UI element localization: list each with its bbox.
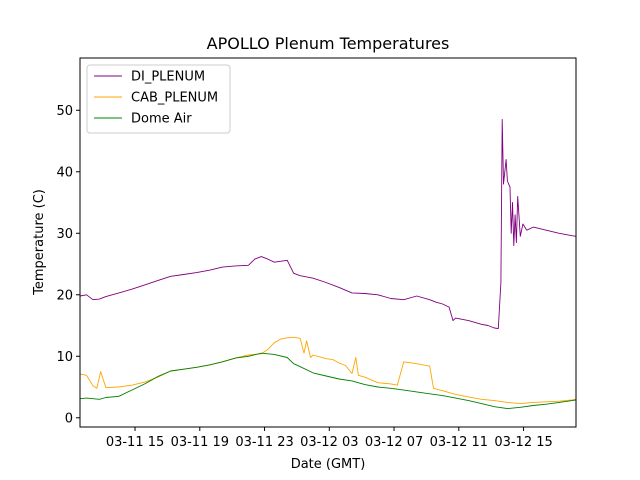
legend-label: Dome Air <box>131 112 192 127</box>
ticks-group: 0 10 20 30 40 50 03-11 15 03-11 19 03-11 23 03-12… <box>56 104 552 450</box>
series-line-cab-plenum <box>80 336 576 405</box>
series-line-dome-air <box>80 352 576 410</box>
legend-label: CAB_PLENUM <box>131 91 218 106</box>
y-tick-label: 10 <box>56 350 73 365</box>
x-tick-label: 03-11 15 <box>106 435 164 450</box>
x-tick-label: 03-11 23 <box>235 435 293 450</box>
x-tick-label: 03-12 07 <box>365 435 423 450</box>
y-axis-label: Temperature (C) <box>32 189 47 296</box>
x-tick-label: 03-11 19 <box>171 435 229 450</box>
series-group <box>80 119 576 410</box>
x-tick-label: 03-12 03 <box>300 435 358 450</box>
chart-title: APOLLO Plenum Temperatures <box>207 34 450 53</box>
legend: DI_PLENUM CAB_PLENUM Dome Air <box>86 64 231 134</box>
x-tick-label: 03-12 11 <box>430 435 488 450</box>
y-tick-label: 50 <box>56 104 73 119</box>
y-tick-label: 20 <box>56 288 73 303</box>
y-tick-label: 30 <box>56 227 73 242</box>
series-line-di-plenum <box>80 119 576 330</box>
x-axis-label: Date (GMT) <box>291 457 366 472</box>
plot-frame <box>79 57 577 428</box>
y-tick-label: 40 <box>56 165 73 180</box>
legend-box <box>86 64 231 134</box>
x-tick-label: 03-12 15 <box>494 435 552 450</box>
y-tick-label: 0 <box>65 411 73 426</box>
legend-label: DI_PLENUM <box>131 70 205 85</box>
